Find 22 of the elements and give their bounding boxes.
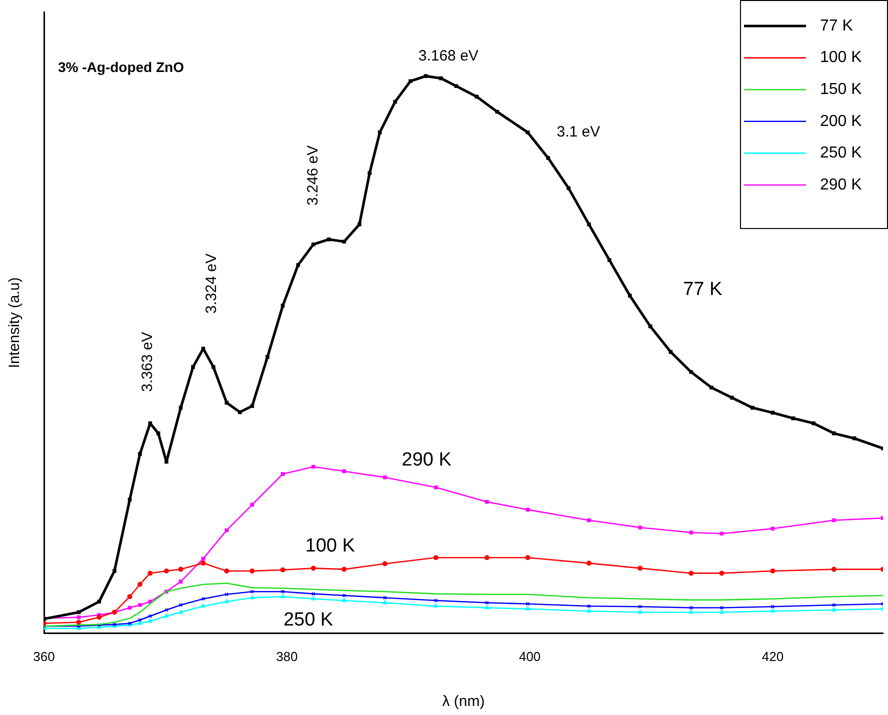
annotation: 3.246 eV — [304, 145, 322, 206]
x-tick-label: 400 — [518, 648, 541, 664]
x-tick-label: 380 — [276, 648, 298, 664]
annotation: 77 K — [683, 279, 722, 300]
annotation: 3.363 eV — [139, 332, 156, 392]
x-axis-title: λ (nm) — [442, 693, 485, 710]
legend-label: 77 K — [820, 17, 854, 34]
legend-label: 290 K — [820, 176, 862, 194]
x-tick-label: 420 — [762, 648, 784, 664]
x-tick-label: 360 — [33, 648, 55, 664]
annotation: 3.324 eV — [202, 254, 220, 314]
annotation: 290 K — [402, 449, 452, 470]
annotation: 100 K — [305, 536, 356, 557]
y-axis-title: Intensity (a.u) — [6, 277, 24, 368]
legend-label: 150 K — [820, 81, 862, 98]
legend-label: 200 K — [820, 112, 862, 130]
annotation: 3.1 eV — [556, 124, 600, 141]
chart-title: 3% -Ag-doped ZnO — [58, 58, 184, 75]
legend-label: 100 K — [820, 49, 862, 66]
annotation: 250 K — [283, 610, 334, 631]
legend-label: 250 K — [820, 144, 862, 162]
text: 3.168 eV — [418, 47, 478, 64]
